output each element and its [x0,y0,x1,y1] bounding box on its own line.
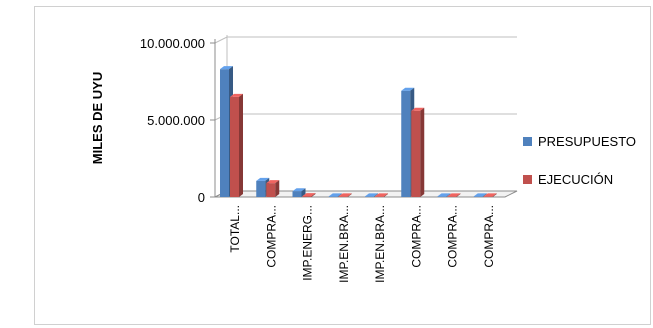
bar [292,188,306,197]
bar [365,193,378,197]
bar [483,193,497,197]
gridline [214,113,517,121]
bar [328,193,342,197]
grid-lines [214,36,517,198]
legend-swatch [523,175,532,184]
bar [447,193,461,197]
x-tick-label: COMPRA... [482,205,496,268]
legend: PRESUPUESTO EJECUCIÓN [523,134,636,187]
y-tick-label: 0 [198,190,205,205]
x-tick-label: IMP.ENERG... [301,205,315,281]
bar [338,193,352,197]
bar [411,107,425,197]
bar [375,193,388,197]
y-tick-label: 5.000.000 [147,113,205,128]
x-tick-label: IMP.EN.BRA... [373,205,387,283]
axes [214,35,518,198]
bar [302,193,316,197]
y-tick-label: 10.000.000 [140,36,205,51]
y-axis-label: MILES DE UYU [90,72,105,164]
bar [437,193,451,197]
y-tick-labels: 0 5.000.000 10.000.000 [140,36,215,205]
x-tick-label: COMPRA... [409,205,423,268]
legend-label: EJECUCIÓN [538,172,613,187]
bars [220,66,497,198]
gridline [214,36,517,44]
x-tick-label: IMP.EN.BRA... [337,205,351,283]
bar [230,93,243,197]
x-tick-label: COMPRA... [446,205,460,268]
legend-label: PRESUPUESTO [538,134,636,149]
x-tick-label: COMPRA... [264,205,278,268]
x-tick-labels: TOTAL... COMPRA... IMP.ENERG... IMP.EN.BRA.… [228,205,496,283]
chart-frame [34,6,651,325]
legend-swatch [523,137,532,146]
bar [473,193,487,197]
bar [266,180,280,197]
x-tick-label: TOTAL... [228,205,242,253]
